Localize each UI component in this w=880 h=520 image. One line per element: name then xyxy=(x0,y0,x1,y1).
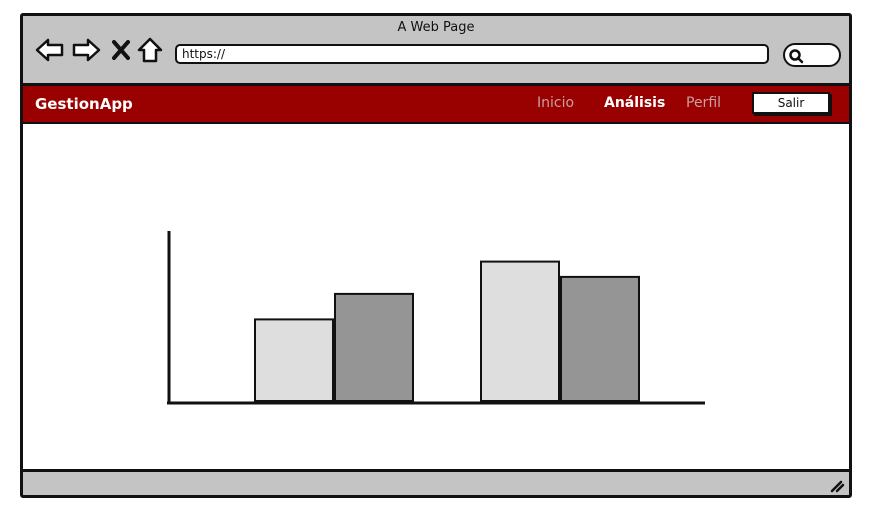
search-button[interactable] xyxy=(783,43,841,67)
back-arrow-icon[interactable] xyxy=(35,36,65,64)
browser-chrome: A Web Page xyxy=(23,16,849,86)
close-x-icon[interactable] xyxy=(111,39,131,61)
logout-button[interactable]: Salir xyxy=(752,92,830,114)
brand-logo[interactable]: GestionApp xyxy=(35,95,133,113)
app-navbar: GestionApp Inicio Análisis Perfil Salir xyxy=(23,86,849,124)
chart-bar-group2-series1 xyxy=(480,260,560,402)
chart-bars xyxy=(254,260,640,402)
url-input[interactable] xyxy=(175,44,769,64)
chart-bar-group2-series2 xyxy=(560,275,640,402)
resize-grip-icon[interactable] xyxy=(829,477,845,493)
bar-chart xyxy=(167,231,705,405)
nav-link-analisis[interactable]: Análisis xyxy=(604,95,666,111)
home-icon[interactable] xyxy=(137,36,163,64)
forward-arrow-icon[interactable] xyxy=(71,36,101,64)
nav-link-inicio[interactable]: Inicio xyxy=(537,95,575,111)
window-title: A Web Page xyxy=(397,20,475,35)
chart-bar-group1-series1 xyxy=(254,318,334,402)
search-icon xyxy=(789,49,804,64)
nav-link-perfil[interactable]: Perfil xyxy=(686,95,722,111)
browser-window: A Web Page GestionApp Inicio Análisis Pe… xyxy=(20,13,852,498)
status-bar xyxy=(23,469,849,495)
chart-bar-group1-series2 xyxy=(334,292,414,402)
